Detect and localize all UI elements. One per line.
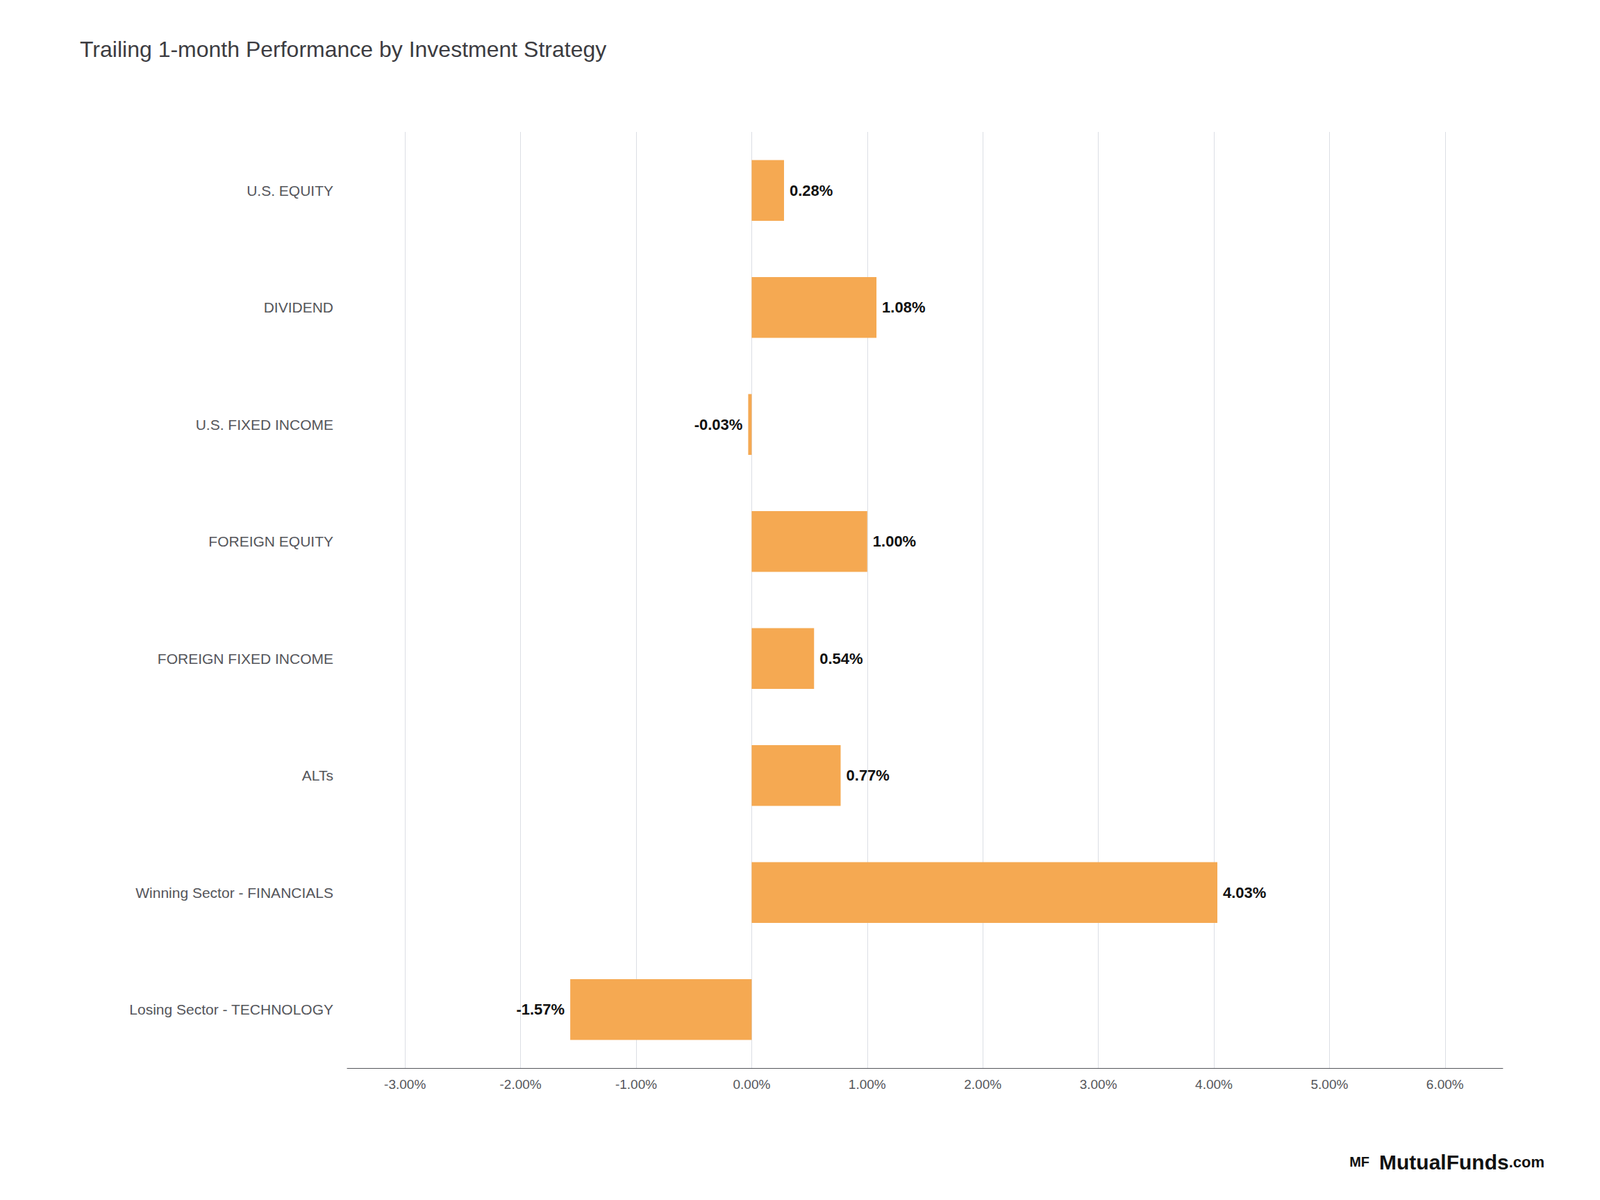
svg-text:-0.03%: -0.03% <box>694 415 744 434</box>
svg-text:6.00%: 6.00% <box>1426 1077 1464 1092</box>
svg-text:U.S. FIXED INCOME: U.S. FIXED INCOME <box>195 416 334 433</box>
svg-text:MF: MF <box>1349 1154 1370 1170</box>
svg-text:-3.00%: -3.00% <box>384 1077 426 1092</box>
svg-text:.com: .com <box>1509 1153 1545 1171</box>
svg-text:-1.00%: -1.00% <box>615 1077 657 1092</box>
svg-text:Trailing 1-month Performance b: Trailing 1-month Performance by Investme… <box>79 36 607 62</box>
svg-text:5.00%: 5.00% <box>1310 1077 1348 1092</box>
svg-text:1.00%: 1.00% <box>848 1077 887 1092</box>
svg-text:-1.57%: -1.57% <box>515 1000 565 1019</box>
svg-text:ALTs: ALTs <box>302 767 334 784</box>
svg-text:0.54%: 0.54% <box>819 650 863 668</box>
svg-text:4.03%: 4.03% <box>1222 884 1266 902</box>
svg-text:Winning Sector - FINANCIALS: Winning Sector - FINANCIALS <box>135 884 334 901</box>
svg-text:3.00%: 3.00% <box>1079 1077 1118 1092</box>
svg-text:FOREIGN FIXED INCOME: FOREIGN FIXED INCOME <box>157 650 334 667</box>
svg-text:Losing Sector - TECHNOLOGY: Losing Sector - TECHNOLOGY <box>129 1001 334 1018</box>
svg-text:1.00%: 1.00% <box>872 532 916 550</box>
svg-text:-2.00%: -2.00% <box>499 1077 541 1092</box>
svg-text:FOREIGN EQUITY: FOREIGN EQUITY <box>208 533 334 550</box>
svg-text:0.00%: 0.00% <box>732 1077 771 1092</box>
svg-text:0.77%: 0.77% <box>846 766 890 785</box>
svg-text:0.28%: 0.28% <box>789 181 833 200</box>
svg-text:1.08%: 1.08% <box>881 298 925 316</box>
svg-text:DIVIDEND: DIVIDEND <box>263 299 334 316</box>
svg-text:MutualFunds: MutualFunds <box>1379 1150 1510 1174</box>
svg-text:2.00%: 2.00% <box>963 1077 1002 1092</box>
svg-text:4.00%: 4.00% <box>1195 1077 1233 1092</box>
svg-text:U.S. EQUITY: U.S. EQUITY <box>246 182 334 199</box>
